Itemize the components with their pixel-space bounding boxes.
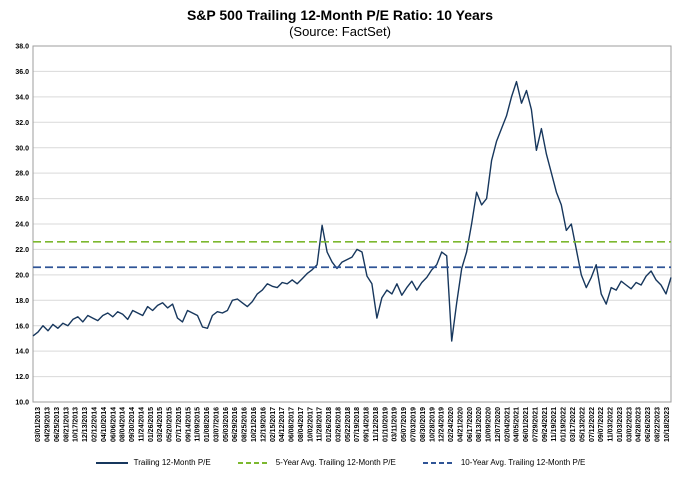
svg-text:03/17/2022: 03/17/2022	[570, 407, 577, 442]
svg-text:08/04/2014: 08/04/2014	[120, 407, 127, 442]
legend-item-5yr-avg: 5-Year Avg. Trailing 12-Month P/E	[237, 458, 396, 467]
svg-text:08/22/2023: 08/22/2023	[654, 407, 661, 442]
svg-text:03/26/2018: 03/26/2018	[335, 407, 342, 442]
svg-text:07/12/2022: 07/12/2022	[589, 407, 596, 442]
svg-text:04/05/2021: 04/05/2021	[514, 407, 521, 442]
svg-text:01/19/2022: 01/19/2022	[561, 407, 568, 442]
svg-text:08/30/2019: 08/30/2019	[420, 407, 427, 442]
svg-text:12.0: 12.0	[15, 374, 29, 381]
svg-text:07/17/2015: 07/17/2015	[176, 407, 183, 442]
svg-text:08/13/2020: 08/13/2020	[476, 407, 483, 442]
svg-text:10/21/2016: 10/21/2016	[251, 407, 258, 442]
svg-text:04/10/2014: 04/10/2014	[101, 407, 108, 442]
svg-text:02/04/2021: 02/04/2021	[504, 407, 511, 442]
svg-text:07/29/2021: 07/29/2021	[532, 407, 539, 442]
svg-text:04/21/2020: 04/21/2020	[457, 407, 464, 442]
legend-item-10yr-avg: 10-Year Avg. Trailing 12-Month P/E	[422, 458, 586, 467]
svg-text:06/26/2023: 06/26/2023	[645, 407, 652, 442]
svg-text:05/13/2022: 05/13/2022	[579, 407, 586, 442]
svg-text:07/03/2019: 07/03/2019	[410, 407, 417, 442]
svg-text:05/20/2015: 05/20/2015	[167, 407, 174, 442]
svg-text:03/11/2019: 03/11/2019	[392, 407, 399, 442]
svg-text:08/25/2016: 08/25/2016	[242, 407, 249, 442]
svg-text:11/12/2018: 11/12/2018	[373, 407, 380, 442]
chart-title: S&P 500 Trailing 12-Month P/E Ratio: 10 …	[186, 7, 494, 23]
svg-text:03/01/2013: 03/01/2013	[35, 407, 42, 442]
svg-text:05/07/2019: 05/07/2019	[401, 407, 408, 442]
svg-text:03/07/2016: 03/07/2016	[213, 407, 220, 442]
svg-text:05/03/2016: 05/03/2016	[223, 407, 230, 442]
svg-text:20.0: 20.0	[15, 272, 29, 279]
svg-text:30.0: 30.0	[15, 145, 29, 152]
svg-text:06/01/2021: 06/01/2021	[523, 407, 530, 442]
svg-text:12/13/2013: 12/13/2013	[82, 407, 89, 442]
svg-text:18.0: 18.0	[15, 298, 29, 305]
svg-text:02/24/2020: 02/24/2020	[448, 407, 455, 442]
svg-text:10.0: 10.0	[15, 400, 29, 407]
svg-text:28.0: 28.0	[15, 171, 29, 178]
svg-text:02/15/2017: 02/15/2017	[270, 407, 277, 442]
svg-text:01/08/2016: 01/08/2016	[204, 407, 211, 442]
svg-text:06/29/2016: 06/29/2016	[232, 407, 239, 442]
svg-text:01/10/2019: 01/10/2019	[382, 407, 389, 442]
svg-text:10/18/2023: 10/18/2023	[664, 407, 671, 442]
svg-text:01/26/2015: 01/26/2015	[148, 407, 155, 442]
svg-text:36.0: 36.0	[15, 69, 29, 76]
svg-text:26.0: 26.0	[15, 196, 29, 203]
svg-text:11/28/2017: 11/28/2017	[317, 407, 324, 442]
svg-text:01/26/2018: 01/26/2018	[326, 407, 333, 442]
svg-text:12/24/2019: 12/24/2019	[439, 407, 446, 442]
svg-text:08/21/2013: 08/21/2013	[63, 407, 70, 442]
svg-text:16.0: 16.0	[15, 323, 29, 330]
svg-text:09/30/2014: 09/30/2014	[129, 407, 136, 442]
svg-text:04/29/2013: 04/29/2013	[45, 407, 52, 442]
svg-text:01/03/2023: 01/03/2023	[617, 407, 624, 442]
svg-text:11/24/2014: 11/24/2014	[138, 407, 145, 442]
svg-text:05/22/2018: 05/22/2018	[345, 407, 352, 442]
legend-label-10yr-avg: 10-Year Avg. Trailing 12-Month P/E	[460, 458, 586, 467]
svg-text:08/04/2017: 08/04/2017	[298, 407, 305, 442]
svg-text:04/12/2017: 04/12/2017	[279, 407, 286, 442]
svg-text:12/19/2016: 12/19/2016	[260, 407, 267, 442]
svg-text:24.0: 24.0	[15, 222, 29, 229]
svg-text:06/17/2020: 06/17/2020	[467, 407, 474, 442]
svg-text:03/02/2023: 03/02/2023	[626, 407, 633, 442]
svg-text:03/24/2015: 03/24/2015	[157, 407, 164, 442]
legend-label-trailing-pe: Trailing 12-Month P/E	[133, 458, 211, 467]
svg-text:04/28/2023: 04/28/2023	[636, 407, 643, 442]
svg-text:38.0: 38.0	[15, 44, 29, 51]
svg-text:10/09/2020: 10/09/2020	[486, 407, 493, 442]
chart-svg: 10.0 12.0 14.0 16.0 18.0 20.0 22.0 24.0 26.0 28.0…	[15, 44, 672, 442]
svg-text:11/03/2022: 11/03/2022	[608, 407, 615, 442]
svg-text:09/24/2021: 09/24/2021	[542, 407, 549, 442]
svg-text:10/28/2019: 10/28/2019	[429, 407, 436, 442]
svg-text:10/17/2013: 10/17/2013	[73, 407, 80, 442]
svg-text:02/12/2014: 02/12/2014	[91, 407, 98, 442]
svg-text:34.0: 34.0	[15, 94, 29, 101]
svg-text:11/09/2015: 11/09/2015	[195, 407, 202, 442]
svg-text:11/19/2021: 11/19/2021	[551, 407, 558, 442]
legend-label-5yr-avg: 5-Year Avg. Trailing 12-Month P/E	[275, 458, 396, 467]
svg-text:32.0: 32.0	[15, 120, 29, 127]
svg-text:12/07/2020: 12/07/2020	[495, 407, 502, 442]
chart-legend: Trailing 12-Month P/E 5-Year Avg. Traili…	[0, 458, 680, 467]
svg-text:06/08/2017: 06/08/2017	[289, 407, 296, 442]
legend-swatch-solid-line	[95, 461, 128, 464]
svg-text:14.0: 14.0	[15, 349, 29, 356]
svg-text:09/14/2018: 09/14/2018	[364, 407, 371, 442]
svg-text:09/07/2022: 09/07/2022	[598, 407, 605, 442]
legend-item-trailing-pe: Trailing 12-Month P/E	[95, 458, 211, 467]
svg-text:09/14/2015: 09/14/2015	[185, 407, 192, 442]
svg-text:10/02/2017: 10/02/2017	[307, 407, 314, 442]
svg-text:07/19/2018: 07/19/2018	[354, 407, 361, 442]
svg-text:06/25/2013: 06/25/2013	[54, 407, 61, 442]
svg-text:06/06/2014: 06/06/2014	[110, 407, 117, 442]
svg-text:22.0: 22.0	[15, 247, 29, 254]
legend-swatch-green-dashed-line	[237, 461, 270, 464]
chart-subtitle: (Source: FactSet)	[289, 24, 391, 39]
legend-swatch-blue-dashed-line	[422, 461, 455, 464]
